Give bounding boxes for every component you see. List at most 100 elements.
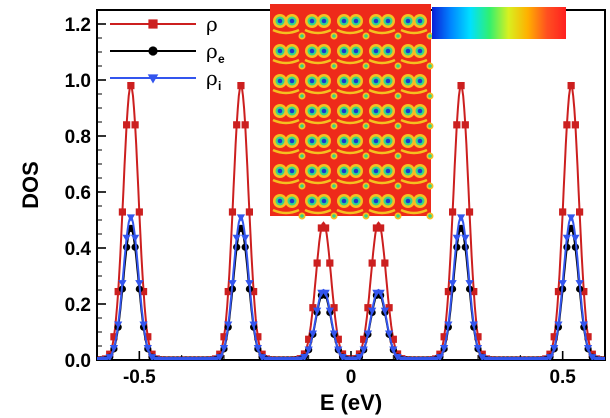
down-triangle-marker — [461, 234, 470, 242]
square-marker — [368, 259, 376, 267]
map-core — [341, 108, 347, 114]
map-core — [321, 168, 327, 174]
map-core — [277, 198, 283, 204]
square-marker — [123, 121, 131, 129]
square-marker — [241, 121, 249, 129]
map-node-core — [396, 94, 400, 98]
down-triangle-marker — [245, 280, 254, 288]
down-triangle-marker — [257, 354, 267, 360]
square-marker — [228, 208, 237, 216]
map-core — [321, 78, 327, 84]
map-core — [353, 18, 359, 24]
map-core — [385, 138, 391, 144]
down-triangle-marker — [308, 330, 318, 338]
down-triangle-marker — [300, 354, 309, 360]
x-axis-label: E (eV) — [320, 390, 382, 415]
down-triangle-marker — [118, 280, 127, 288]
map-node-core — [300, 34, 304, 38]
square-marker — [440, 333, 448, 341]
map-node-core — [428, 64, 432, 68]
down-triangle-marker — [473, 345, 483, 353]
map-node-core — [364, 184, 368, 188]
map-core — [321, 138, 327, 144]
map-arc — [368, 58, 396, 65]
map-core — [385, 48, 391, 54]
map-arc — [304, 28, 332, 35]
y-axis-label: DOS — [18, 161, 43, 209]
series-rho-i — [97, 214, 605, 360]
map-core — [309, 108, 315, 114]
square-marker — [114, 287, 122, 296]
square-marker — [385, 304, 393, 312]
map-arc — [368, 88, 396, 95]
square-marker — [254, 333, 262, 341]
down-triangle-marker — [312, 307, 322, 315]
down-triangle-marker — [579, 321, 588, 329]
map-core — [321, 18, 327, 24]
map-core — [289, 168, 295, 174]
map-core — [341, 168, 347, 174]
map-core — [385, 78, 391, 84]
map-core — [417, 108, 423, 114]
square-marker — [110, 333, 118, 341]
square-marker — [474, 333, 482, 341]
y-tick-label: 0.8 — [65, 127, 91, 148]
square-marker — [305, 335, 313, 343]
map-arc — [368, 118, 396, 125]
map-core — [373, 48, 379, 54]
map-core — [417, 18, 423, 24]
square-marker — [237, 82, 245, 90]
map-node-core — [364, 124, 368, 128]
down-triangle-marker — [566, 214, 576, 222]
map-node-core — [428, 94, 432, 98]
down-triangle-marker — [575, 280, 584, 288]
down-triangle-marker — [389, 346, 398, 354]
map-core — [309, 18, 315, 24]
map-node-core — [396, 124, 400, 128]
colorbar-gradient — [432, 7, 566, 39]
map-core — [417, 138, 423, 144]
square-marker — [461, 121, 469, 129]
map-core — [321, 108, 327, 114]
map-node-core — [332, 184, 336, 188]
map-node-core — [364, 64, 368, 68]
map-core — [353, 198, 359, 204]
map-arc — [368, 28, 396, 35]
down-triangle-marker — [363, 330, 373, 338]
square-marker — [576, 208, 584, 216]
map-node-core — [300, 184, 304, 188]
square-marker — [127, 82, 135, 90]
square-marker — [457, 82, 465, 90]
down-triangle-marker — [147, 74, 159, 84]
legend-label: ρ — [206, 66, 218, 90]
down-triangle-marker — [558, 280, 567, 288]
legend-subscript: e — [218, 52, 225, 66]
map-arc — [336, 58, 364, 65]
down-triangle-marker — [338, 354, 347, 360]
down-triangle-marker — [334, 346, 343, 354]
map-core — [277, 138, 283, 144]
map-core — [417, 198, 423, 204]
map-core — [405, 48, 411, 54]
map-arc — [304, 118, 332, 125]
square-marker — [330, 304, 338, 312]
down-triangle-marker — [359, 346, 368, 354]
down-triangle-marker — [109, 345, 119, 353]
map-node-core — [428, 184, 432, 188]
square-marker — [334, 335, 342, 343]
series-line — [97, 215, 605, 360]
square-marker — [550, 333, 558, 341]
map-arc — [336, 208, 364, 215]
square-marker — [148, 19, 158, 29]
map-core — [341, 138, 347, 144]
map-arc — [368, 208, 396, 215]
x-tick-label: 0.5 — [549, 367, 576, 388]
down-triangle-marker — [448, 280, 457, 288]
map-core — [405, 168, 411, 174]
map-node-core — [364, 214, 368, 218]
down-triangle-marker — [130, 234, 140, 242]
square-marker — [317, 224, 325, 232]
down-triangle-marker — [465, 280, 474, 288]
map-core — [289, 48, 295, 54]
